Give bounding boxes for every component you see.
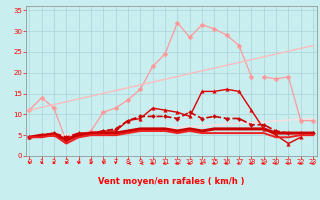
X-axis label: Vent moyen/en rafales ( km/h ): Vent moyen/en rafales ( km/h ) bbox=[98, 177, 244, 186]
